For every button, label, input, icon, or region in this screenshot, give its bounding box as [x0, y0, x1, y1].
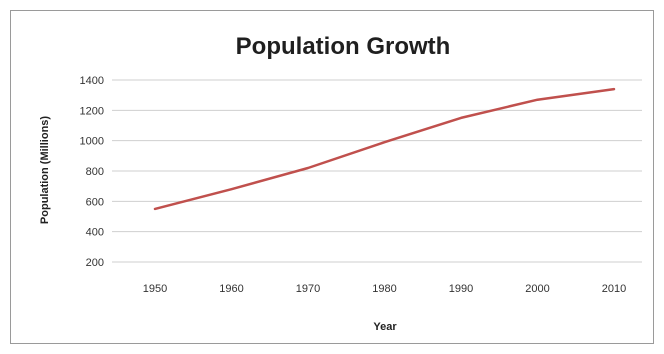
x-tick-label: 1960: [219, 283, 243, 295]
y-tick-label: 800: [86, 166, 104, 178]
y-tick-label: 1400: [80, 75, 104, 87]
series-line-0: [153, 87, 616, 211]
chart-title: Population Growth: [236, 33, 451, 60]
y-tick-label: 200: [86, 257, 104, 269]
y-axis-label: Population (Millions): [39, 116, 51, 224]
gridlines: [112, 79, 642, 263]
x-tick-label: 1970: [296, 283, 320, 295]
y-tick-label: 1200: [80, 105, 104, 117]
y-axis-ticks: 200 400 600 800 1000 1200 1400: [80, 75, 104, 269]
x-axis-label: Year: [373, 321, 397, 333]
y-tick-label: 600: [86, 196, 104, 208]
x-tick-label: 1990: [449, 283, 473, 295]
series-lines: [153, 87, 616, 211]
x-tick-label: 2000: [525, 283, 549, 295]
y-tick-label: 400: [86, 227, 104, 239]
x-tick-label: 1980: [372, 283, 396, 295]
x-tick-label: 2010: [602, 283, 626, 295]
chart-frame: [10, 10, 654, 344]
y-tick-label: 1000: [80, 136, 104, 148]
x-tick-label: 1950: [143, 283, 167, 295]
x-axis-ticks: 1950 1960 1970 1980 1990 2000 2010: [143, 283, 626, 295]
